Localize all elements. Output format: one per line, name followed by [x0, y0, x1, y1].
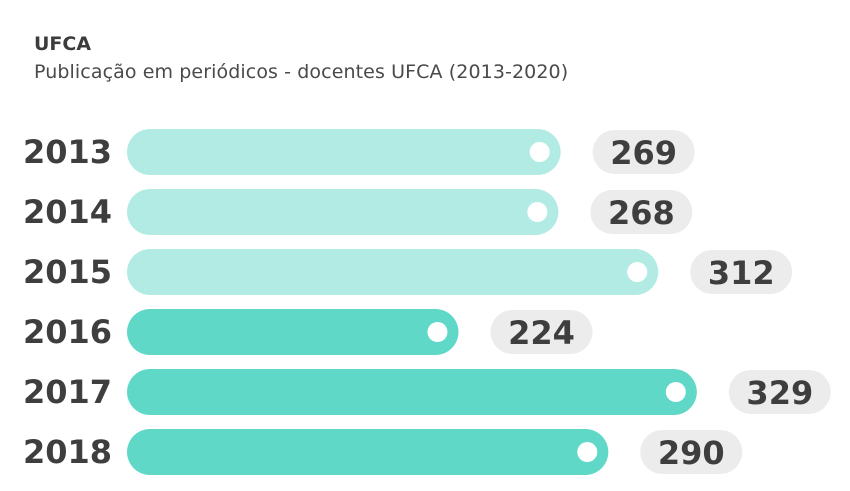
chart-subtitle: Publicação em periódicos - docentes UFCA…	[34, 61, 569, 83]
bar-end-knob	[527, 202, 548, 222]
bar	[127, 189, 559, 235]
bar	[127, 309, 459, 355]
year-label: 2014	[23, 193, 112, 231]
year-label: 2017	[23, 373, 112, 411]
chart-title: UFCA	[34, 33, 92, 55]
value-pill	[590, 190, 693, 234]
value-label: 312	[708, 254, 775, 292]
year-label: 2016	[23, 313, 112, 351]
bar	[127, 249, 659, 295]
year-label: 2018	[23, 433, 112, 471]
value-pill	[490, 310, 593, 354]
value-pill	[640, 430, 743, 474]
chart-header: UFCA Publicação em periódicos - docentes…	[34, 30, 568, 86]
bar-end-knob	[665, 382, 686, 402]
value-label: 268	[608, 194, 675, 232]
value-pill	[728, 370, 831, 414]
bar-end-knob	[627, 262, 648, 282]
bar	[127, 129, 561, 175]
year-label: 2015	[23, 253, 112, 291]
bar	[127, 429, 609, 475]
bar-end-knob	[529, 142, 550, 162]
value-pill	[690, 250, 793, 294]
value-label: 269	[610, 134, 677, 172]
bar	[127, 369, 697, 415]
year-label: 2013	[23, 133, 112, 171]
bar-end-knob	[427, 322, 448, 342]
value-pill	[592, 130, 695, 174]
value-label: 329	[746, 374, 813, 412]
value-label: 224	[508, 314, 575, 352]
value-label: 290	[658, 434, 725, 472]
bar-end-knob	[577, 442, 598, 462]
